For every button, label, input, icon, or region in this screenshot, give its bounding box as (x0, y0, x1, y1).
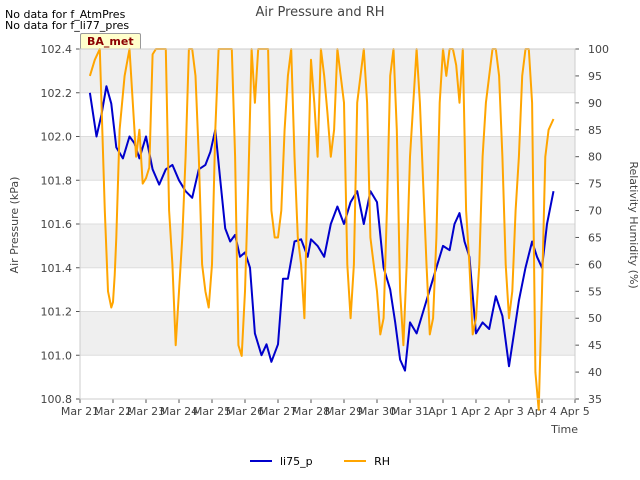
series-line-rh (88, 48, 555, 411)
y-axis-left: 100.8 101.0 101.2 101.4 101.6 101.8 102.0 102.2… (41, 43, 80, 406)
y-right-tick-label: 65 (588, 231, 602, 244)
y-right-tick-label: 50 (588, 312, 602, 325)
y-left-tick-label: 102.0 (41, 131, 73, 144)
y-right-tick-label: 75 (588, 178, 602, 191)
y-axis-label-left: Air Pressure (kPa) (8, 177, 21, 274)
legend-swatch-li75p (249, 460, 272, 462)
plot-frame (79, 48, 576, 400)
x-tick-label: Mar 22 (94, 405, 132, 418)
x-axis-label: Time (550, 423, 578, 436)
x-tick-label: Apr 2 (461, 405, 491, 418)
y-axis-right: 35 40 45 50 55 60 65 70 75 80 85 90 95 100 (575, 43, 609, 406)
no-data-note-li77: No data for f_li77_pres (5, 19, 130, 32)
grid-band (80, 311, 575, 356)
grid-band (80, 136, 575, 181)
x-tick-label: Apr 5 (560, 405, 590, 418)
x-tick-label: Mar 30 (358, 405, 396, 418)
y-right-tick-label: 85 (588, 124, 602, 137)
y-right-tick-label: 100 (588, 43, 609, 56)
x-tick-label: Mar 27 (259, 405, 297, 418)
x-tick-label: Apr 4 (527, 405, 557, 418)
x-tick-label: Apr 3 (494, 405, 524, 418)
y-left-tick-label: 100.8 (41, 393, 73, 406)
grid-band (80, 49, 575, 93)
x-tick-label: Mar 28 (292, 405, 330, 418)
y-right-tick-label: 60 (588, 258, 602, 271)
x-tick-label: Mar 26 (226, 405, 264, 418)
site-badge: BA_met (80, 33, 141, 50)
y-left-tick-label: 101.4 (41, 262, 73, 275)
y-right-tick-label: 45 (588, 339, 602, 352)
x-tick-label: Mar 24 (160, 405, 198, 418)
legend: li75_p RH (0, 452, 640, 468)
y-left-tick-label: 101.6 (41, 218, 73, 231)
y-right-tick-label: 40 (588, 366, 602, 379)
x-tick-label: Mar 29 (325, 405, 363, 418)
grid-band (80, 224, 575, 268)
y-right-tick-label: 80 (588, 151, 602, 164)
y-axis-label-right: Relativity Humidity (%) (627, 161, 640, 288)
x-tick-label: Mar 25 (193, 405, 231, 418)
chart-title: Air Pressure and RH (255, 5, 384, 20)
y-right-tick-label: 35 (588, 393, 602, 406)
x-tick-label: Apr 1 (428, 405, 458, 418)
x-tick-label: Mar 23 (127, 405, 165, 418)
legend-item-li75p: li75_p (249, 454, 313, 468)
y-right-tick-label: 55 (588, 285, 602, 298)
y-left-tick-label: 101.2 (41, 306, 73, 319)
legend-swatch-rh (344, 460, 367, 462)
y-left-tick-label: 101.8 (41, 174, 73, 187)
legend-label-rh: RH (374, 454, 390, 468)
legend-label-li75p: li75_p (279, 454, 313, 468)
no-data-note-atmpres: No data for f_AtmPres (5, 8, 126, 21)
y-left-tick-label: 101.0 (41, 349, 73, 362)
y-right-tick-label: 70 (588, 205, 602, 218)
y-left-tick-label: 102.4 (41, 43, 73, 56)
x-tick-label: Mar 31 (391, 405, 429, 418)
y-right-tick-label: 90 (588, 97, 602, 110)
legend-item-rh: RH (344, 455, 390, 468)
y-left-tick-label: 102.2 (41, 87, 73, 100)
x-tick-label: Mar 21 (61, 405, 99, 418)
y-right-tick-label: 95 (588, 70, 602, 83)
series-lines (88, 48, 555, 411)
